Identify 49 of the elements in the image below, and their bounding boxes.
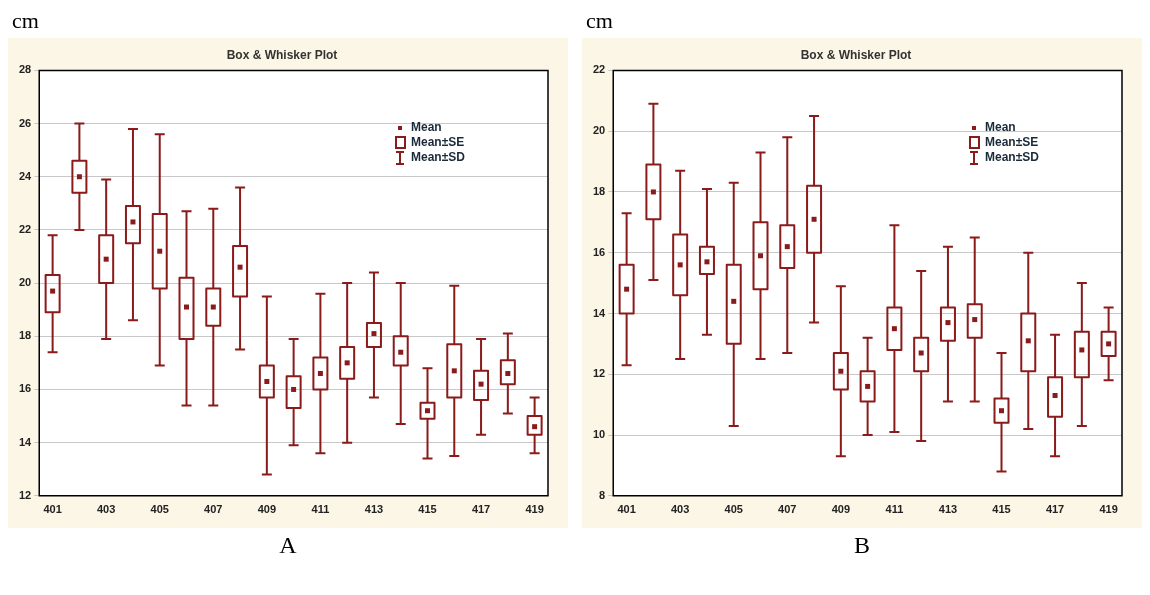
x-tick-label: 419 [525,503,544,516]
y-axis-title: cm [11,8,40,35]
annotation: Mean±SD [411,150,465,165]
y-tick-label: 16 [592,245,606,258]
x-tick-label: 409 [831,503,851,516]
chart-title: Box & Whisker Plot [226,47,338,62]
x-tick-label: 405 [150,503,169,516]
y-tick-label: 16 [18,382,32,395]
y-tick-label: 18 [18,329,32,342]
x-tick-label: 401 [43,503,62,516]
y-tick-label: 14 [592,306,607,319]
y-tick-label: 24 [18,169,33,182]
x-tick-label: 407 [204,503,223,516]
y-tick-label: 18 [592,184,606,197]
y-tick-label: 14 [18,435,33,448]
annotation: Mean [985,120,1016,135]
y-axis-title: cm [585,8,614,35]
annotation: Mean±SD [985,150,1039,165]
x-tick-label: 411 [311,503,330,516]
y-tick-label: 20 [18,276,32,289]
y-tick-label: 22 [592,63,606,76]
x-tick-label: 413 [364,503,384,516]
x-tick-label: 401 [617,503,636,516]
x-tick-label: 417 [471,503,491,516]
y-tick-label: 20 [592,124,606,137]
x-tick-label: 405 [724,503,743,516]
x-tick-label: 415 [992,503,1011,516]
x-tick-label: 413 [938,503,958,516]
y-tick-label: 22 [18,222,32,235]
x-tick-label: 419 [1099,503,1118,516]
y-tick-label: 8 [599,488,606,501]
y-tick-label: 10 [592,428,606,441]
y-tick-label: 12 [18,488,32,501]
x-tick-label: 417 [1045,503,1065,516]
y-tick-label: 12 [592,367,606,380]
x-tick-label: 403 [97,503,116,516]
annotation: Mean±SE [411,135,465,150]
chart-title: Box & Whisker Plot [800,47,912,62]
x-tick-label: 415 [418,503,437,516]
x-axis-title: A [278,532,298,559]
x-tick-label: 407 [778,503,797,516]
x-tick-label: 411 [885,503,904,516]
x-axis-title: B [853,532,871,559]
x-tick-label: 403 [671,503,690,516]
x-tick-label: 409 [257,503,277,516]
annotation: Mean±SE [985,135,1039,150]
y-tick-label: 26 [18,116,32,129]
annotation: Mean [411,120,442,135]
y-tick-label: 28 [18,63,32,76]
